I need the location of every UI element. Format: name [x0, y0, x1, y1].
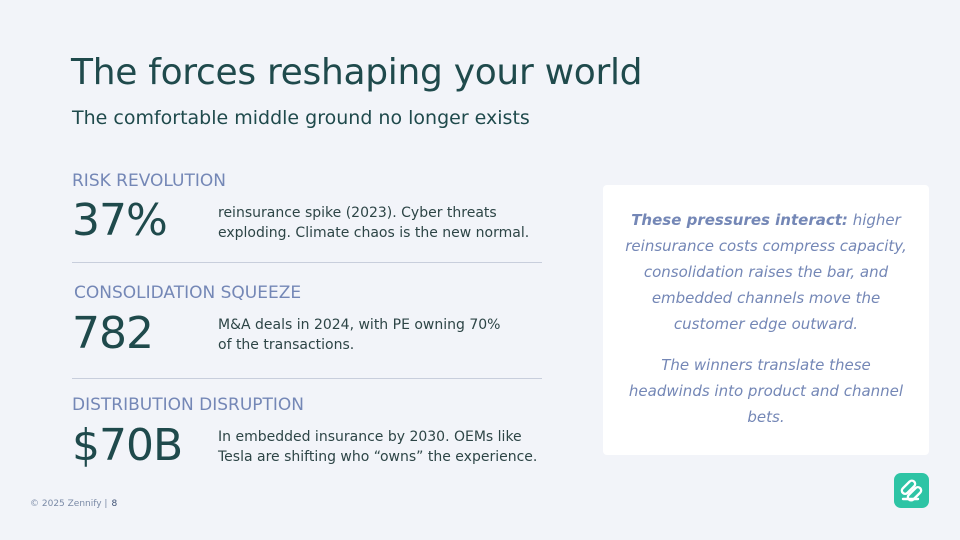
description-line: M&A deals in 2024, with PE owning 70% — [218, 317, 501, 333]
footer-copyright: © 2025 Zennify | — [30, 499, 108, 509]
section-label: RISK REVOLUTION — [72, 171, 226, 191]
logo-mark-icon — [900, 479, 923, 502]
page-subtitle: The comfortable middle ground no longer … — [72, 107, 530, 129]
section-divider — [72, 378, 542, 379]
card-paragraph-2: The winners translate these headwinds in… — [628, 356, 904, 426]
section-label: CONSOLIDATION SQUEEZE — [74, 283, 302, 303]
stat-description: M&A deals in 2024, with PE owning 70% of… — [218, 315, 548, 355]
stat-description: reinsurance spike (2023). Cyber threats … — [218, 203, 548, 243]
card-lead: These pressures interact: — [631, 211, 848, 229]
section-label: DISTRIBUTION DISRUPTION — [72, 395, 305, 415]
stat-value: 782 — [72, 308, 154, 359]
card-text: higher reinsurance costs compress capaci… — [625, 211, 907, 333]
description-line: exploding. Climate chaos is the new norm… — [218, 225, 530, 241]
description-line: In embedded insurance by 2030. OEMs like — [218, 429, 522, 445]
zennify-logo-icon — [894, 473, 929, 508]
section-consolidation-squeeze: CONSOLIDATION SQUEEZE 782 M&A deals in 2… — [72, 283, 542, 363]
description-line: reinsurance spike (2023). Cyber threats — [218, 205, 497, 221]
stat-value: 37% — [72, 195, 168, 246]
card-paragraph-1: These pressures interact: higher reinsur… — [625, 207, 907, 337]
description-line: Tesla are shifting who “owns” the experi… — [218, 449, 538, 465]
description-line: of the transactions. — [218, 337, 355, 353]
page-number: 8 — [111, 499, 118, 509]
section-distribution-disruption: DISTRIBUTION DISRUPTION $70B In embedded… — [72, 395, 542, 475]
insight-card: These pressures interact: higher reinsur… — [603, 185, 929, 455]
footer: © 2025 Zennify | 8 — [30, 499, 117, 509]
section-risk-revolution: RISK REVOLUTION 37% reinsurance spike (2… — [72, 171, 542, 251]
page-title: The forces reshaping your world — [71, 52, 643, 93]
stat-value: $70B — [72, 420, 183, 471]
section-divider — [72, 262, 542, 263]
stat-description: In embedded insurance by 2030. OEMs like… — [218, 427, 548, 467]
